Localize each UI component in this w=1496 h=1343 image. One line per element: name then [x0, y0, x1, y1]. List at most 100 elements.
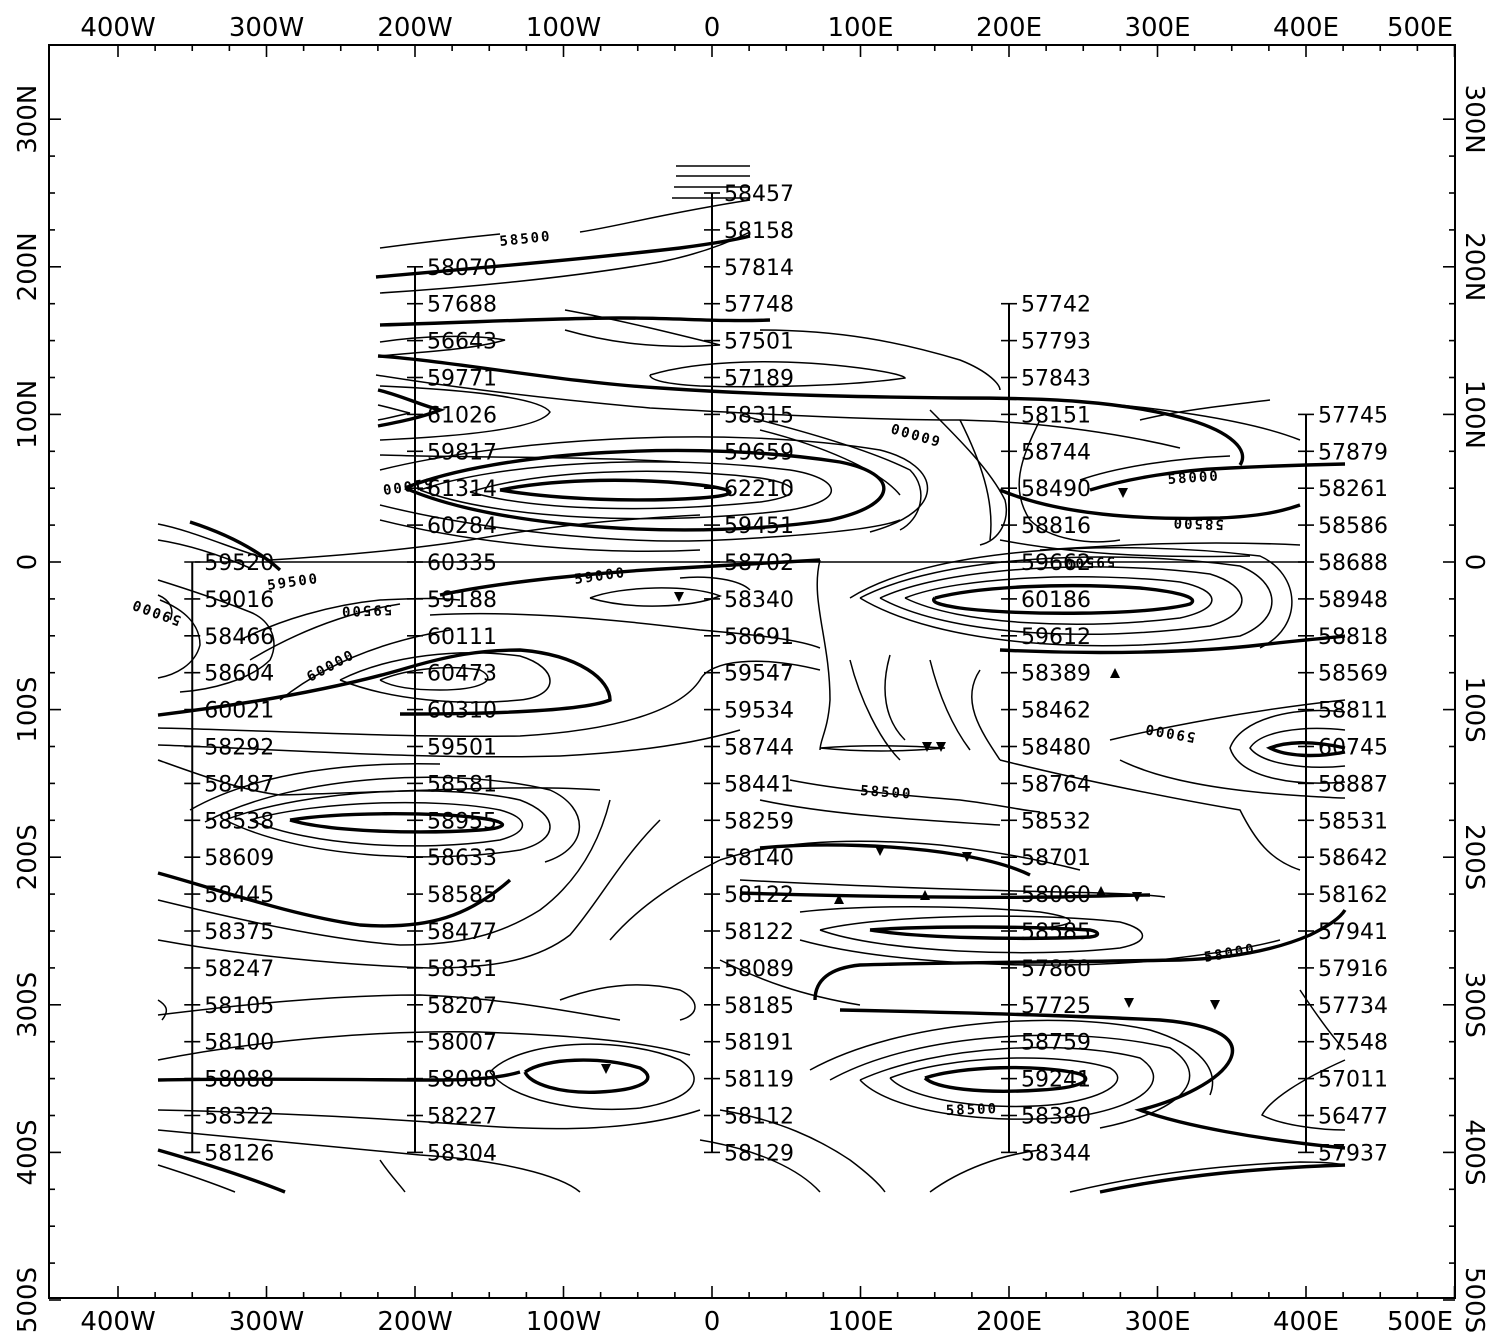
station-value: 58185	[724, 994, 794, 1019]
contour-line	[1049, 399, 1301, 441]
contour-line	[849, 546, 1293, 649]
station-value: 57748	[724, 293, 794, 318]
station-value: 58818	[1318, 625, 1388, 650]
station-value: 59451	[724, 514, 794, 539]
x-tick-label-top: 100E	[827, 13, 893, 43]
station-value: 58538	[204, 809, 274, 834]
contour-line	[1018, 419, 1121, 543]
contour-line	[959, 419, 992, 541]
y-tick-label-left: 200N	[13, 232, 43, 301]
station-value: 58344	[1021, 1141, 1091, 1166]
station-value: 58816	[1021, 514, 1091, 539]
contour-line	[157, 759, 601, 796]
contour-label: 58500	[499, 229, 553, 250]
station-value: 58227	[427, 1105, 497, 1130]
x-tick-label-top: 300E	[1124, 13, 1190, 43]
contour-line	[789, 779, 1041, 813]
station-value: 58581	[427, 772, 497, 797]
contour-lines	[157, 165, 1347, 1194]
x-tick-label-bottom: 0	[704, 1307, 721, 1337]
station-value: 58351	[427, 957, 497, 982]
contour-line	[157, 729, 741, 758]
triangle-marker-icon	[922, 742, 932, 752]
station-value: 58261	[1318, 477, 1388, 502]
contour-line	[719, 1109, 886, 1193]
contour-line	[379, 233, 501, 249]
station-value: 58007	[427, 1031, 497, 1056]
station-value: 59659	[724, 440, 794, 465]
station-value: 58122	[724, 920, 794, 945]
station-value: 60021	[204, 699, 274, 724]
station-value: 57793	[1021, 330, 1091, 355]
station-value: 58129	[724, 1141, 794, 1166]
contour-line	[379, 385, 551, 441]
station-value: 58088	[204, 1068, 274, 1093]
x-tick-label-bottom: 500E	[1387, 1307, 1453, 1337]
contour-line	[523, 1058, 650, 1094]
x-tick-label-top: 400W	[80, 13, 155, 43]
contour-line	[419, 461, 832, 520]
contour-line	[929, 409, 1007, 546]
station-value: 58764	[1021, 772, 1091, 797]
station-value: 58462	[1021, 699, 1091, 724]
contour-line	[699, 1139, 821, 1193]
contour-line	[1099, 1163, 1346, 1194]
contour-line	[929, 659, 971, 751]
station-value: 59016	[204, 588, 274, 613]
y-tick-label-left: 200S	[13, 824, 43, 890]
contour-line	[379, 436, 929, 533]
triangle-marker-icon	[1132, 892, 1142, 902]
station-value: 59501	[427, 736, 497, 761]
contour-line	[157, 994, 621, 1021]
contour-line	[859, 1046, 1155, 1120]
station-value: 58811	[1318, 699, 1388, 724]
x-tick-label-bottom: 100E	[827, 1307, 893, 1337]
contour-line	[157, 1148, 286, 1194]
station-value: 58112	[724, 1105, 794, 1130]
contour-line	[759, 329, 1001, 391]
contour-line	[759, 799, 1001, 826]
x-tick-label-bottom: 200W	[377, 1307, 452, 1337]
station-value: 58070	[427, 256, 497, 281]
contour-line	[679, 576, 751, 591]
contour-line	[672, 165, 750, 199]
station-value: 57745	[1318, 403, 1388, 428]
station-value: 58389	[1021, 662, 1091, 687]
y-tick-label-left: 100N	[13, 380, 43, 449]
x-tick-label-top: 400E	[1273, 13, 1339, 43]
station-value: 59241	[1021, 1068, 1091, 1093]
y-tick-label-left: 300S	[13, 972, 43, 1038]
contour-line	[719, 959, 861, 1006]
y-tick-label-left: 400S	[13, 1119, 43, 1185]
contour-line	[1265, 741, 1346, 758]
station-value: 58375	[204, 920, 274, 945]
station-value: 58585	[427, 883, 497, 908]
station-value: 58151	[1021, 403, 1091, 428]
contour-line	[377, 404, 411, 421]
station-value: 58477	[427, 920, 497, 945]
contour-line	[809, 1019, 1214, 1096]
contour-line	[879, 566, 1243, 636]
contour-line	[204, 776, 581, 863]
station-value: 58702	[724, 551, 794, 576]
contour-line	[759, 429, 901, 496]
station-value: 60111	[427, 625, 497, 650]
contour-line	[157, 871, 512, 928]
contour-label: 58500	[1171, 514, 1224, 532]
station-value: 58322	[204, 1105, 274, 1130]
station-value: 58604	[204, 662, 274, 687]
contour-label: 60000	[304, 647, 358, 686]
contour-label: 59500	[340, 601, 393, 619]
station-value: 58259	[724, 809, 794, 834]
contour-label: 61000	[380, 474, 434, 497]
contour-line	[249, 801, 523, 847]
y-tick-label-left: 100S	[13, 677, 43, 743]
contour-label: 58000	[1167, 468, 1220, 488]
contour-line	[249, 603, 401, 661]
station-value: 60335	[427, 551, 497, 576]
station-value: 58759	[1021, 1031, 1091, 1056]
contour-line	[379, 335, 506, 357]
contour-line	[189, 762, 441, 811]
contour-line	[469, 470, 793, 510]
contour-label: 59500	[1063, 553, 1116, 571]
